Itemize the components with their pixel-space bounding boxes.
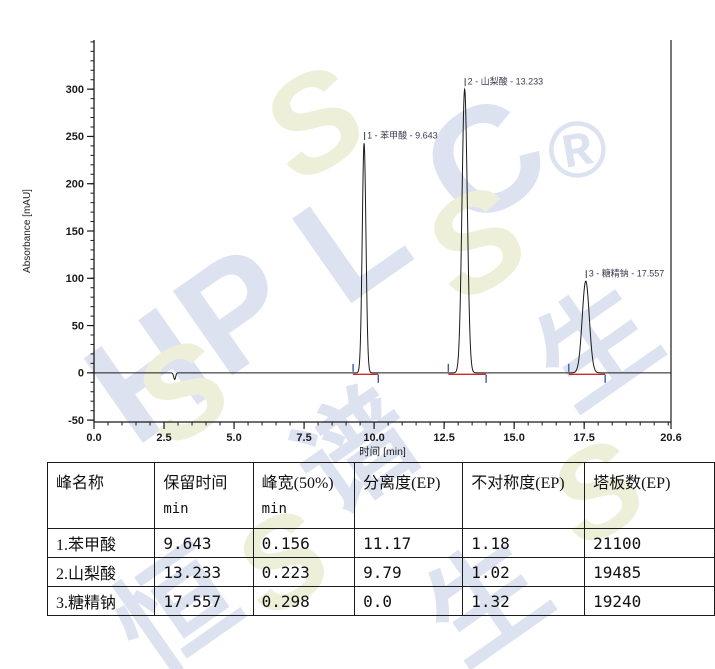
header-row: 峰名称 保留时间 min 峰宽(50%) min 分离度(EP) 不对称度(EP) 塔板数(E…	[46, 462, 715, 529]
value-cell: 0.156	[252, 528, 356, 558]
x-tick-label: 10.0	[363, 432, 384, 444]
x-tick-label: 20.6	[660, 432, 681, 444]
column-label: 分离度(EP)	[363, 475, 441, 492]
table-row: 3.糖精钠 17.557 0.298 0.0 1.32 19240	[46, 586, 715, 616]
column-label: 保留时间	[163, 475, 228, 492]
column-label: 峰名称	[56, 475, 105, 492]
column-header: 不对称度(EP)	[462, 462, 586, 529]
value-cell: 19485	[584, 557, 715, 587]
column-unit: min	[261, 501, 287, 517]
column-label: 不对称度(EP)	[471, 475, 565, 492]
value-cell: 0.298	[252, 586, 356, 616]
y-tick-label: -50	[68, 415, 84, 427]
y-tick-label: 50	[72, 320, 84, 332]
chromatogram-plot: -50 0 50 100 150 200 250 300 0.0 2.5 5.0 7.5 10.0 12.…	[22, 40, 682, 458]
table-row: 1.苯甲酸 9.643 0.156 11.17 1.18 21100	[46, 528, 715, 558]
column-header: 塔板数(EP)	[584, 462, 715, 529]
y-tick-label: 150	[66, 226, 84, 238]
y-axis-title: Absorbance [mAU]	[22, 189, 33, 273]
peak-label: 1 - 苯甲酸 - 9.643	[367, 130, 438, 141]
x-tick-label: 0.0	[86, 432, 101, 444]
y-tick-label: 300	[66, 84, 84, 96]
column-label: 峰宽(50%)	[261, 475, 334, 492]
column-header: 峰名称	[46, 462, 156, 529]
column-unit: min	[163, 501, 189, 517]
peak-table-header: 峰名称 保留时间 min 峰宽(50%) min 分离度(EP) 不对称度(EP) 塔板数(E…	[46, 462, 715, 529]
x-tick-label: 5.0	[226, 432, 241, 444]
value-cell: 21100	[584, 528, 715, 558]
value-cell: 1.18	[462, 528, 586, 558]
value-cell: 19240	[584, 586, 715, 616]
y-tick-label: 0	[78, 368, 84, 380]
peak-name-cell: 3.糖精钠	[46, 586, 156, 616]
y-tick-label: 100	[66, 273, 84, 285]
value-cell: 17.557	[154, 586, 254, 616]
peak-label: 3 - 糖精钠 - 17.557	[589, 268, 665, 279]
value-cell: 9.79	[354, 557, 464, 587]
value-cell: 1.02	[462, 557, 586, 587]
x-tick-label: 15.0	[503, 432, 524, 444]
y-tick-label: 200	[66, 179, 84, 191]
peak-name-cell: 2.山梨酸	[46, 557, 156, 587]
x-tick-label: 12.5	[433, 432, 454, 444]
peak-label: 2 - 山梨酸 - 13.233	[468, 76, 544, 87]
column-header: 保留时间 min	[154, 462, 254, 529]
value-cell: 11.17	[354, 528, 464, 558]
x-tick-label: 7.5	[296, 432, 311, 444]
peak-table-body: 1.苯甲酸 9.643 0.156 11.17 1.18 21100 2.山梨酸 13.233…	[46, 528, 715, 616]
value-cell: 1.32	[462, 586, 586, 616]
value-cell: 9.643	[154, 528, 254, 558]
value-cell: 0.0	[354, 586, 464, 616]
column-header: 峰宽(50%) min	[252, 462, 356, 529]
peak-name-cell: 1.苯甲酸	[46, 528, 156, 558]
column-header: 分离度(EP)	[354, 462, 464, 529]
chromatogram-trace	[94, 87, 671, 381]
column-label: 塔板数(EP)	[593, 475, 671, 492]
y-tick-label: 250	[66, 131, 84, 143]
peak-results-table: 峰名称 保留时间 min 峰宽(50%) min 分离度(EP) 不对称度(EP) 塔板数(E…	[46, 462, 715, 616]
table-row: 2.山梨酸 13.233 0.223 9.79 1.02 19485	[46, 557, 715, 587]
x-tick-label: 17.5	[573, 432, 594, 444]
value-cell: 0.223	[252, 557, 356, 587]
x-tick-label: 2.5	[156, 432, 171, 444]
x-axis-title: 时间 [min]	[359, 445, 406, 458]
value-cell: 13.233	[154, 557, 254, 587]
